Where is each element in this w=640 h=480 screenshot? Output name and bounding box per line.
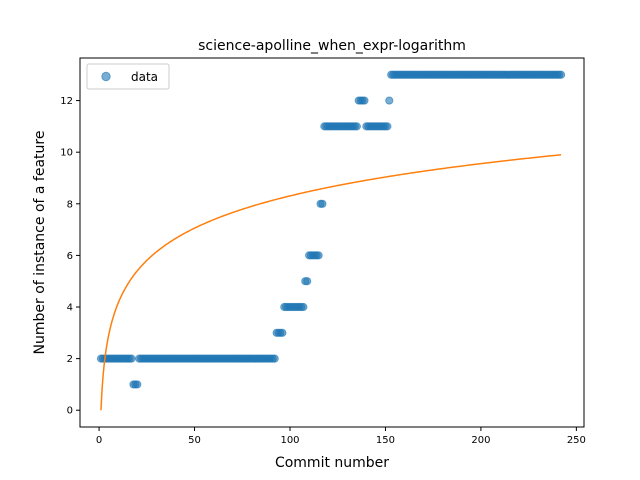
- data-point: [383, 122, 392, 131]
- y-tick-label: 10: [60, 148, 73, 159]
- data-points: [96, 70, 566, 389]
- x-tick-label: 200: [471, 435, 490, 446]
- x-tick-label: 150: [376, 435, 395, 446]
- y-tick-label: 0: [67, 406, 73, 417]
- data-point: [133, 380, 142, 389]
- y-tick-label: 4: [67, 303, 73, 314]
- y-axis-label: Number of instance of a feature: [32, 131, 48, 355]
- axes-frame: [79, 57, 585, 428]
- data-point: [270, 354, 279, 363]
- y-axis-ticks: 0 2 4 6 8 10 12: [60, 96, 80, 417]
- data-point: [318, 199, 327, 208]
- x-axis-label: Commit number: [275, 455, 389, 471]
- y-tick-label: 2: [67, 354, 73, 365]
- x-tick-label: 250: [567, 435, 586, 446]
- data-point: [314, 251, 323, 260]
- legend-marker: [101, 71, 111, 82]
- data-point: [556, 70, 566, 79]
- x-tick-label: 50: [188, 435, 201, 446]
- data-point: [385, 96, 394, 105]
- legend-box: [86, 63, 170, 90]
- x-tick-label: 100: [280, 435, 299, 446]
- y-tick-label: 8: [67, 199, 73, 210]
- data-point: [127, 354, 136, 363]
- fit-line-layer: [100, 154, 562, 411]
- data-point: [303, 277, 312, 286]
- data-point: [278, 328, 287, 337]
- y-tick-label: 6: [67, 251, 73, 262]
- x-tick-label: 0: [96, 435, 102, 446]
- data-point: [360, 96, 369, 105]
- y-tick-label: 12: [60, 96, 73, 107]
- legend-label: data: [131, 70, 158, 84]
- legend: data: [86, 63, 170, 90]
- chart-title: science-apolline_when_expr-logarithm: [198, 38, 466, 54]
- data-point: [352, 122, 361, 131]
- x-axis-ticks: 0 50 100 150 200 250: [96, 427, 586, 446]
- fit-line: [100, 154, 562, 411]
- data-point: [299, 302, 308, 312]
